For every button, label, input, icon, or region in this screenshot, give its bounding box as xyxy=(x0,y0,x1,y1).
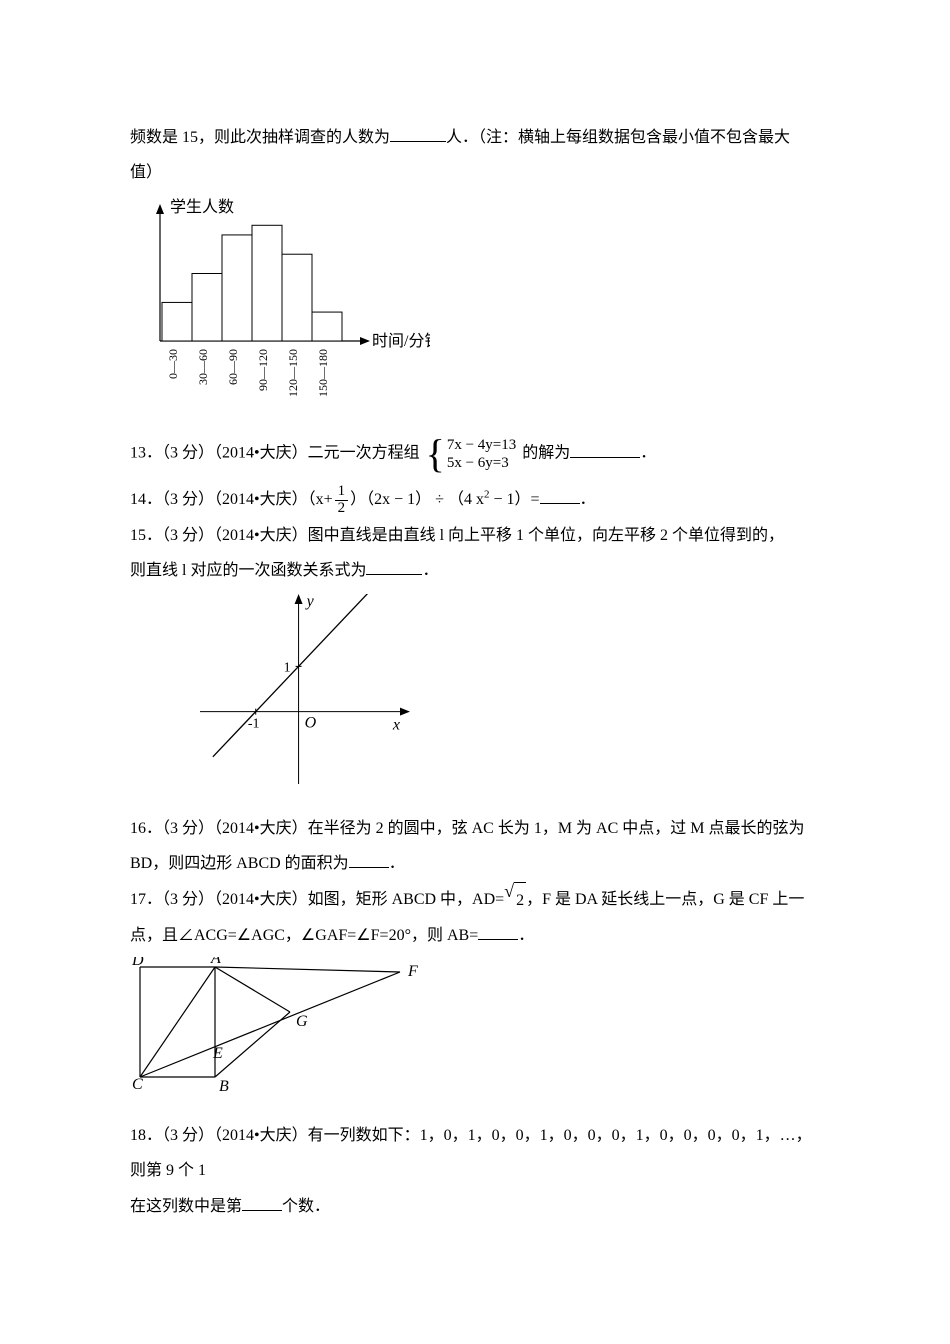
intro-text-1: 频数是 15，则此次抽样调查的人数为 xyxy=(130,129,390,146)
q14-prefix: 14．（3 分）（2014•大庆）（x+ xyxy=(130,491,333,508)
q17-l1-prefix: 17．（3 分）（2014•大庆）如图，矩形 ABCD 中，AD= xyxy=(130,891,504,908)
q18-prefix: 在这列数中是第 xyxy=(130,1198,242,1215)
svg-text:1: 1 xyxy=(284,660,291,675)
q13-equations: 7x − 4y=13 5x − 6y=3 xyxy=(447,436,516,474)
q18-line-1: 18．（3 分）（2014•大庆）有一列数如下：1，0，1，0，0，1，0，0，… xyxy=(130,1118,820,1188)
q14-mid: ）（2x − 1） ÷ （4 x xyxy=(350,491,484,508)
q15-suffix: ． xyxy=(422,562,438,579)
q13-eq2: 5x − 6y=3 xyxy=(447,454,516,473)
geometry-figure: D A F G E C B xyxy=(130,957,820,1110)
q17-blank xyxy=(478,923,518,940)
svg-text:120—150: 120—150 xyxy=(286,349,300,397)
q16-blank xyxy=(349,851,389,868)
intro-text-2: 人．（注：横轴上每组数据包含最小值不包含最大 xyxy=(446,129,790,146)
sqrt-icon: √2 xyxy=(504,882,526,918)
q18-suffix: 个数． xyxy=(282,1198,330,1215)
svg-text:G: G xyxy=(296,1013,308,1030)
q14-line: 14．（3 分）（2014•大庆）（x+12）（2x − 1） ÷ （4 x2 … xyxy=(130,482,820,517)
histogram-svg: 学生人数时间/分钟 0—30 30—60 60—90 90—120 120—150 150—… xyxy=(130,196,430,416)
q14-suffix: ． xyxy=(580,491,596,508)
q17-l2-suffix: ． xyxy=(518,927,534,944)
exam-page: 频数是 15，则此次抽样调查的人数为 人．（注：横轴上每组数据包含最小值不包含最大… xyxy=(0,0,950,1284)
histogram-figure: 学生人数时间/分钟 0—30 30—60 60—90 90—120 120—150 150—… xyxy=(130,196,820,416)
q13-line: 13．（3 分）（2014•大庆）二元一次方程组 { 7x − 4y=13 5x… xyxy=(130,434,820,474)
svg-text:150—180: 150—180 xyxy=(316,349,330,397)
q14-frac-num: 1 xyxy=(335,484,349,501)
svg-text:D: D xyxy=(131,957,144,969)
q13-suffix2: ． xyxy=(640,445,656,462)
q16-line-2: BD，则四边形 ABCD 的面积为 ． xyxy=(130,846,820,881)
intro-line-2: 值） xyxy=(130,155,820,190)
q17-radicand: 2 xyxy=(514,882,526,918)
svg-text:0—30: 0—30 xyxy=(166,349,180,379)
q13-prefix: 13．（3 分）（2014•大庆）二元一次方程组 xyxy=(130,445,420,462)
q17-line-1: 17．（3 分）（2014•大庆）如图，矩形 ABCD 中，AD=√2，F 是 … xyxy=(130,882,820,918)
brace-icon: { xyxy=(426,434,445,474)
line-graph-svg: yxO-11 xyxy=(200,594,410,784)
svg-text:60—90: 60—90 xyxy=(226,349,240,385)
q13-eq1: 7x − 4y=13 xyxy=(447,436,516,455)
svg-text:F: F xyxy=(407,963,418,980)
q16-prefix: BD，则四边形 ABCD 的面积为 xyxy=(130,855,349,872)
svg-text:时间/分钟: 时间/分钟 xyxy=(372,332,430,350)
q17-l2-prefix: 点，且∠ACG=∠AGC，∠GAF=∠F=20°，则 AB= xyxy=(130,927,478,944)
q14-blank xyxy=(540,487,580,504)
svg-text:O: O xyxy=(305,715,317,732)
q18-line-2: 在这列数中是第 个数． xyxy=(130,1189,820,1224)
svg-text:90—120: 90—120 xyxy=(256,349,270,391)
q14-fraction: 12 xyxy=(335,484,349,517)
q14-mid2: − 1）= xyxy=(489,491,539,508)
q15-prefix: 则直线 l 对应的一次函数关系式为 xyxy=(130,562,366,579)
line-graph-figure: yxO-11 xyxy=(130,594,820,797)
q16-line-1: 16．（3 分）（2014•大庆）在半径为 2 的圆中，弦 AC 长为 1，M … xyxy=(130,811,820,846)
svg-text:E: E xyxy=(212,1045,223,1062)
intro-blank xyxy=(390,125,446,142)
q14-frac-den: 2 xyxy=(335,501,349,517)
svg-text:C: C xyxy=(132,1076,143,1093)
q16-suffix: ． xyxy=(389,855,405,872)
intro-line-1: 频数是 15，则此次抽样调查的人数为 人．（注：横轴上每组数据包含最小值不包含最大 xyxy=(130,120,820,155)
svg-text:x: x xyxy=(392,717,400,734)
svg-text:B: B xyxy=(219,1078,229,1095)
svg-text:y: y xyxy=(305,594,315,610)
geometry-svg: D A F G E C B xyxy=(130,957,430,1097)
radical-icon: √ xyxy=(504,882,514,900)
q13-system: { 7x − 4y=13 5x − 6y=3 xyxy=(426,434,517,474)
q15-line-2: 则直线 l 对应的一次函数关系式为 ． xyxy=(130,553,820,588)
q13-blank xyxy=(570,441,640,458)
q17-l1-suffix: ，F 是 DA 延长线上一点，G 是 CF 上一 xyxy=(526,891,804,908)
q17-line-2: 点，且∠ACG=∠AGC，∠GAF=∠F=20°，则 AB= ． xyxy=(130,918,820,953)
q18-blank xyxy=(242,1194,282,1211)
q15-blank xyxy=(366,558,422,575)
q13-suffix1: 的解为 xyxy=(522,445,570,462)
svg-text:A: A xyxy=(210,957,221,967)
svg-text:学生人数: 学生人数 xyxy=(170,198,234,216)
q15-line-1: 15．（3 分）（2014•大庆）图中直线是由直线 l 向上平移 1 个单位，向… xyxy=(130,518,820,553)
svg-text:30—60: 30—60 xyxy=(196,349,210,385)
